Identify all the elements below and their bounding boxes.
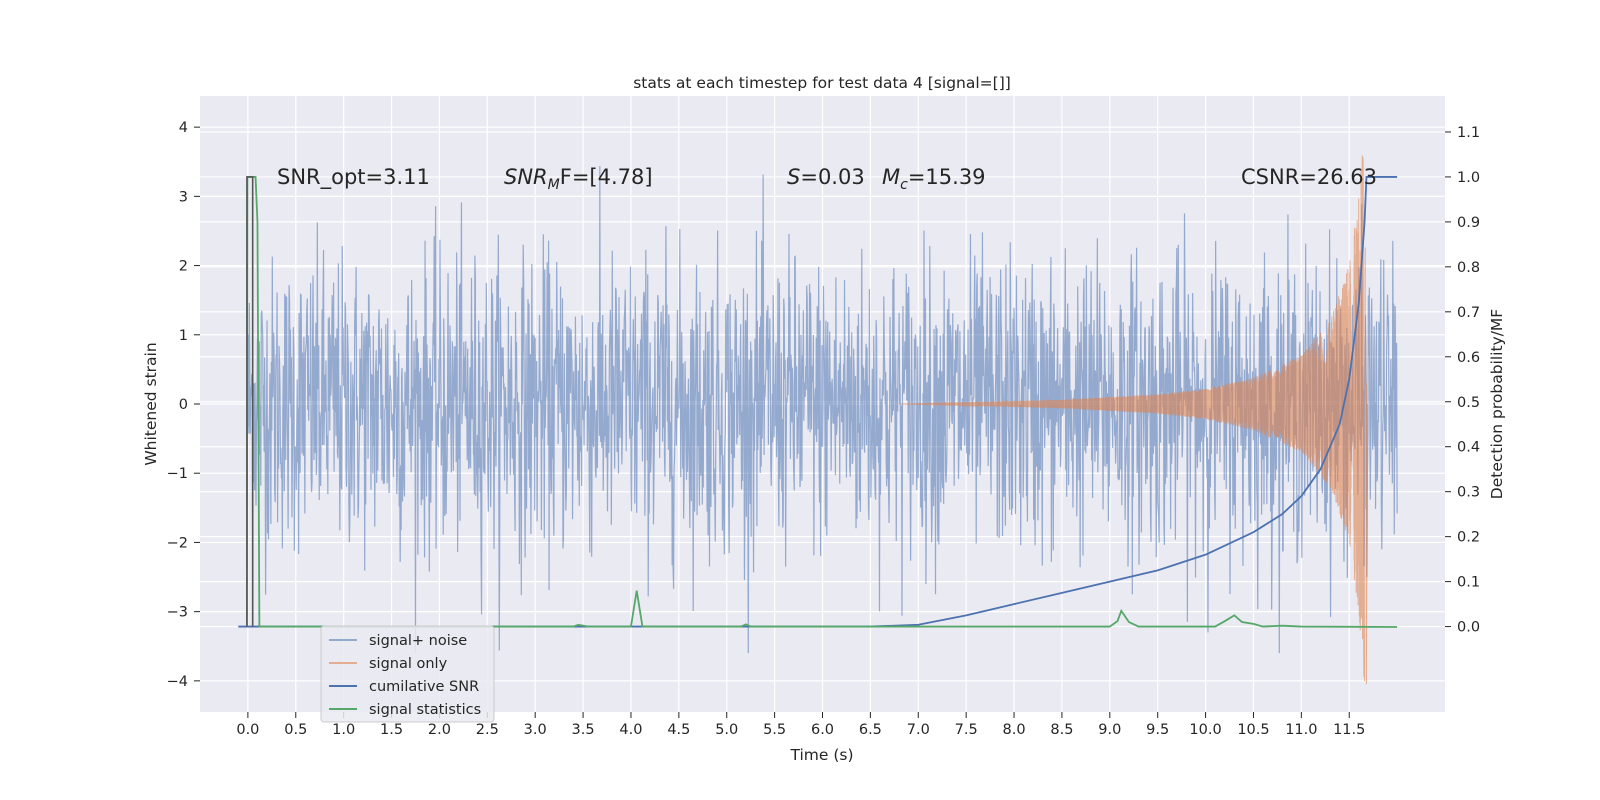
x-tick-label: 8.5: [1050, 722, 1073, 738]
s-annotation: S=0.03: [787, 165, 865, 189]
x-axis-title: Time (s): [789, 746, 853, 764]
x-tick-label: 4.5: [667, 722, 690, 738]
x-tick-label: 1.0: [332, 722, 355, 738]
x-tick-label: 11.0: [1285, 722, 1317, 738]
mc-annotation: Mc=15.39: [882, 165, 986, 193]
x-tick-label: 0.0: [236, 722, 259, 738]
x-tick-label: 5.0: [715, 722, 738, 738]
y-axis-title: Whitened strain: [142, 342, 160, 465]
y-tick-label: 0: [179, 397, 188, 413]
series-signal-noise-line: [247, 165, 1398, 654]
legend-label: signal statistics: [369, 702, 481, 718]
y-tick-label: 1: [179, 328, 188, 344]
series-signal-only-line: [899, 155, 1368, 685]
x-tick-label: 2.5: [476, 722, 499, 738]
x-tick-label: 4.0: [619, 722, 642, 738]
x-tick-label: 9.5: [1146, 722, 1169, 738]
legend-box: [320, 625, 495, 723]
x-tick-label: 0.5: [284, 722, 307, 738]
y-right-tick-label: 0.1: [1457, 575, 1480, 591]
y-right-tick-label: 0.6: [1457, 350, 1480, 366]
x-tick-label: 3.5: [572, 722, 595, 738]
snr-mf-annotation: SNRMF=[4.78]: [504, 165, 653, 193]
y-right-tick-label: 0.0: [1457, 620, 1480, 636]
x-tick-label: 6.5: [859, 722, 882, 738]
y-tick-label: −3: [167, 605, 188, 621]
x-tick-label: 1.5: [380, 722, 403, 738]
series-signal-statistics-line: [246, 176, 1398, 628]
y-right-tick-label: 0.8: [1457, 260, 1480, 276]
bottom-axis: 0.0 0.5 1.0 1.5 2.0 2.5 3.0 3.5 4.0 4.5 5.0 5.5 6.0 6…: [236, 712, 1365, 738]
x-tick-label: 10.5: [1237, 722, 1269, 738]
y-axis-right-title: Detection probability/MF: [1488, 309, 1506, 500]
y-tick-label: −2: [167, 535, 188, 551]
snr-opt-annotation: SNR_opt=3.11: [277, 165, 430, 190]
legend-label: signal only: [369, 656, 448, 672]
y-right-tick-label: 1.1: [1457, 125, 1480, 141]
csnr-annotation: CSNR=26.63: [1241, 165, 1377, 189]
legend-label: signal+ noise: [369, 633, 467, 649]
y-right-tick-label: 1.0: [1457, 170, 1480, 186]
x-tick-label: 8.0: [1003, 722, 1026, 738]
x-tick-label: 9.0: [1098, 722, 1121, 738]
y-right-tick-label: 0.4: [1457, 440, 1480, 456]
x-tick-label: 10.0: [1189, 722, 1221, 738]
y-right-tick-label: 0.5: [1457, 395, 1480, 411]
legend-label: cumilative SNR: [369, 679, 479, 695]
series-cumulative-snr-line: [238, 176, 1398, 628]
y-tick-label: −1: [167, 466, 188, 482]
x-tick-label: 6.0: [811, 722, 834, 738]
x-tick-label: 5.5: [763, 722, 786, 738]
y-right-tick-label: 0.9: [1457, 215, 1480, 231]
left-axis: 4 3 2 1 0 −1 −2 −3 −4: [167, 120, 200, 690]
series-layer: [238, 155, 1398, 685]
y-right-tick-label: 0.3: [1457, 485, 1480, 501]
x-tick-label: 2.0: [428, 722, 451, 738]
y-tick-label: 3: [179, 189, 188, 205]
y-tick-label: 4: [179, 120, 188, 136]
series-reference-box-line: [246, 176, 254, 627]
x-tick-label: 11.5: [1333, 722, 1365, 738]
y-tick-label: 2: [179, 259, 188, 275]
y-tick-label: −4: [167, 674, 188, 690]
right-axis: 1.1 1.0 0.9 0.8 0.7 0.6 0.5 0.4 0.3 0.2 0.1 0.0: [1445, 125, 1480, 636]
y-right-tick-label: 0.7: [1457, 305, 1480, 321]
x-tick-label: 7.0: [907, 722, 930, 738]
y-right-tick-label: 0.2: [1457, 530, 1480, 546]
legend: signal+ noise signal only cumilative SNR si…: [320, 625, 495, 723]
chart-title: stats at each timestep for test data 4 […: [633, 74, 1011, 92]
x-tick-label: 7.5: [955, 722, 978, 738]
x-tick-label: 3.0: [524, 722, 547, 738]
